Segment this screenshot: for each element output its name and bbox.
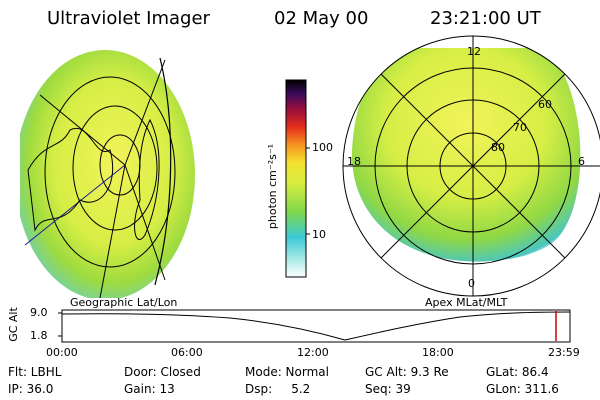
image-date: 02 May 00 bbox=[274, 8, 369, 29]
timeline-xtick: 06:00 bbox=[171, 346, 203, 359]
info-door: Door: Closed bbox=[124, 365, 201, 379]
timeline-xtick: 18:00 bbox=[422, 346, 454, 359]
timeline-xtick: 23:59 bbox=[548, 346, 580, 359]
instrument-title: Ultraviolet Imager bbox=[47, 8, 210, 29]
info-filter: Flt: LBHL bbox=[8, 365, 62, 379]
mlt-label-0: 0 bbox=[468, 277, 475, 290]
timeline-xtick: 00:00 bbox=[46, 346, 78, 359]
mlt-label-18: 18 bbox=[347, 155, 361, 168]
mlat-label-80: 80 bbox=[491, 141, 505, 154]
info-mode: Mode: Normal bbox=[245, 365, 329, 379]
info-seq: Seq: 39 bbox=[365, 382, 411, 396]
mlat-label-60: 60 bbox=[538, 98, 552, 111]
info-glat: GLat: 86.4 bbox=[486, 365, 549, 379]
info-gc-alt: GC Alt: 9.3 Re bbox=[365, 365, 449, 379]
colorbar-tick-10: 10 bbox=[312, 228, 326, 241]
right-panel-caption: Apex MLat/MLT bbox=[425, 296, 508, 309]
info-gain: Gain: 13 bbox=[124, 382, 175, 396]
mlt-label-12: 12 bbox=[467, 45, 481, 58]
info-dsp: Dsp: 5.2 bbox=[245, 382, 311, 396]
colorbar-tick-100: 100 bbox=[312, 141, 333, 154]
timeline-ytick-bottom: 1.8 bbox=[30, 329, 48, 342]
left-panel-caption: Geographic Lat/Lon bbox=[70, 296, 178, 309]
timeline-axis-label: GC Alt bbox=[6, 307, 20, 342]
mlat-label-70: 70 bbox=[513, 121, 527, 134]
image-time: 23:21:00 UT bbox=[430, 8, 541, 29]
mlt-label-6: 6 bbox=[578, 155, 585, 168]
timeline-ytick-top: 9.0 bbox=[30, 306, 48, 319]
info-ip: IP: 36.0 bbox=[8, 382, 54, 396]
info-glon: GLon: 311.6 bbox=[486, 382, 559, 396]
timeline-xtick: 12:00 bbox=[297, 346, 329, 359]
